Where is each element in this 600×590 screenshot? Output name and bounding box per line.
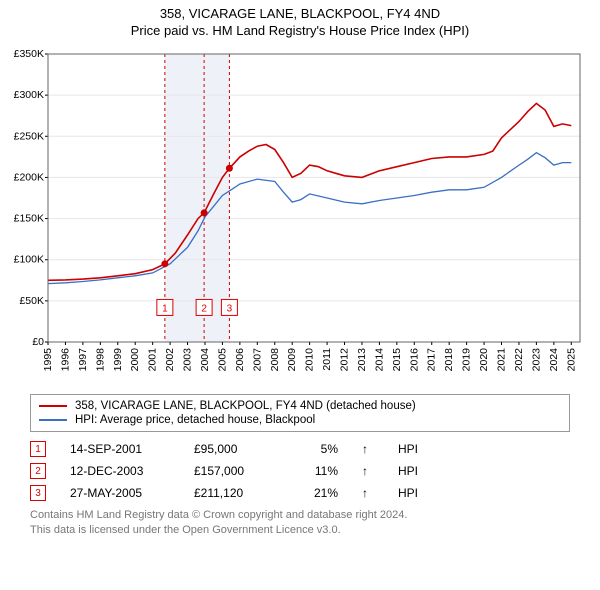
svg-text:2011: 2011 xyxy=(321,348,333,371)
svg-text:2012: 2012 xyxy=(339,348,351,372)
svg-text:£250K: £250K xyxy=(14,130,44,142)
svg-text:2021: 2021 xyxy=(496,348,508,372)
legend-item: 358, VICARAGE LANE, BLACKPOOL, FY4 4ND (… xyxy=(39,399,561,413)
svg-text:2002: 2002 xyxy=(164,348,176,372)
svg-text:2000: 2000 xyxy=(129,348,141,372)
svg-text:3: 3 xyxy=(227,303,233,314)
sale-date: 27-MAY-2005 xyxy=(70,486,170,500)
table-row: 3 27-MAY-2005 £211,120 21% ↑ HPI xyxy=(30,482,570,504)
up-arrow-icon: ↑ xyxy=(362,464,374,478)
marker-icon: 2 xyxy=(30,463,46,479)
svg-text:2017: 2017 xyxy=(426,348,438,372)
marker-icon: 3 xyxy=(30,485,46,501)
footnote-line: This data is licensed under the Open Gov… xyxy=(30,523,570,538)
sale-pct: 11% xyxy=(298,464,338,478)
up-arrow-icon: ↑ xyxy=(362,486,374,500)
svg-text:2020: 2020 xyxy=(478,348,490,372)
chart-area: £0 £50K £100K £150K £200K £250K £300K £350K 1995… xyxy=(10,46,590,386)
svg-text:2003: 2003 xyxy=(182,348,194,372)
svg-text:2019: 2019 xyxy=(461,348,473,372)
sale-price: £95,000 xyxy=(194,442,274,456)
svg-text:1997: 1997 xyxy=(77,348,89,372)
legend: 358, VICARAGE LANE, BLACKPOOL, FY4 4ND (… xyxy=(30,394,570,432)
svg-text:£150K: £150K xyxy=(14,213,44,225)
legend-label: 358, VICARAGE LANE, BLACKPOOL, FY4 4ND (… xyxy=(75,400,416,412)
sale-date: 14-SEP-2001 xyxy=(70,442,170,456)
svg-text:£300K: £300K xyxy=(14,89,44,101)
title-subtitle: Price paid vs. HM Land Registry's House … xyxy=(0,23,600,38)
table-row: 2 12-DEC-2003 £157,000 11% ↑ HPI xyxy=(30,460,570,482)
svg-text:2025: 2025 xyxy=(565,348,577,372)
svg-text:2001: 2001 xyxy=(147,348,159,372)
sale-price: £211,120 xyxy=(194,486,274,500)
svg-text:2023: 2023 xyxy=(530,348,542,372)
svg-text:1995: 1995 xyxy=(42,348,54,372)
svg-text:£100K: £100K xyxy=(14,254,44,266)
svg-text:2007: 2007 xyxy=(251,348,263,372)
footnote: Contains HM Land Registry data © Crown c… xyxy=(30,508,570,538)
svg-text:2024: 2024 xyxy=(548,348,560,372)
svg-text:2022: 2022 xyxy=(513,348,525,372)
svg-text:2014: 2014 xyxy=(373,348,385,372)
legend-swatch xyxy=(39,405,67,407)
svg-text:£200K: £200K xyxy=(14,171,44,183)
hpi-label: HPI xyxy=(398,486,428,500)
footnote-line: Contains HM Land Registry data © Crown c… xyxy=(30,508,570,523)
sale-pct: 5% xyxy=(298,442,338,456)
svg-text:£50K: £50K xyxy=(19,295,44,307)
line-chart-svg: £0 £50K £100K £150K £200K £250K £300K £350K 1995… xyxy=(10,46,586,386)
hpi-label: HPI xyxy=(398,464,428,478)
svg-text:1: 1 xyxy=(162,303,168,314)
svg-text:1999: 1999 xyxy=(112,348,124,372)
title-address: 358, VICARAGE LANE, BLACKPOOL, FY4 4ND xyxy=(0,6,600,21)
svg-text:2016: 2016 xyxy=(408,348,420,372)
svg-text:1998: 1998 xyxy=(94,348,106,372)
sale-date: 12-DEC-2003 xyxy=(70,464,170,478)
svg-text:2013: 2013 xyxy=(356,348,368,372)
hpi-label: HPI xyxy=(398,442,428,456)
svg-text:£350K: £350K xyxy=(14,48,44,60)
svg-text:2018: 2018 xyxy=(443,348,455,372)
svg-text:2009: 2009 xyxy=(286,348,298,372)
svg-text:2004: 2004 xyxy=(199,348,211,372)
legend-swatch xyxy=(39,419,67,421)
svg-text:£0: £0 xyxy=(32,336,44,348)
legend-item: HPI: Average price, detached house, Blac… xyxy=(39,413,561,427)
sale-pct: 21% xyxy=(298,486,338,500)
svg-text:2015: 2015 xyxy=(391,348,403,372)
chart-container: 358, VICARAGE LANE, BLACKPOOL, FY4 4ND P… xyxy=(0,0,600,538)
svg-text:2010: 2010 xyxy=(304,348,316,372)
svg-text:2006: 2006 xyxy=(234,348,246,372)
svg-text:1996: 1996 xyxy=(59,348,71,372)
legend-label: HPI: Average price, detached house, Blac… xyxy=(75,414,315,426)
svg-text:2008: 2008 xyxy=(269,348,281,372)
sales-table: 1 14-SEP-2001 £95,000 5% ↑ HPI 2 12-DEC-… xyxy=(30,438,570,504)
up-arrow-icon: ↑ xyxy=(362,442,374,456)
svg-text:2005: 2005 xyxy=(216,348,228,372)
title-block: 358, VICARAGE LANE, BLACKPOOL, FY4 4ND P… xyxy=(0,0,600,40)
marker-icon: 1 xyxy=(30,441,46,457)
table-row: 1 14-SEP-2001 £95,000 5% ↑ HPI xyxy=(30,438,570,460)
svg-text:2: 2 xyxy=(201,303,207,314)
sale-price: £157,000 xyxy=(194,464,274,478)
